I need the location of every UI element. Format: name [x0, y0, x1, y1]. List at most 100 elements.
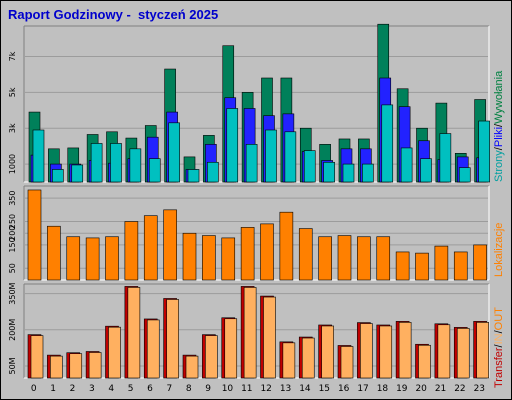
ytick-bottom-1: 200M	[8, 319, 17, 341]
bar-strony-15	[323, 161, 335, 183]
bar-transfer-in-0	[30, 335, 44, 379]
bar-lokalizacje-16	[337, 235, 352, 281]
label-sep-4: /	[493, 329, 505, 333]
bar-strony-3	[90, 143, 103, 183]
bar-transfer-in-9	[205, 335, 218, 379]
ytick-bottom-2: 350M	[8, 282, 17, 304]
bar-transfer-in-2	[69, 353, 83, 379]
bar-transfer-in-22	[456, 328, 470, 379]
bar-strony-2	[71, 164, 84, 183]
xtick-11: 11	[241, 384, 252, 394]
bar-transfer-in-16	[340, 346, 354, 379]
bar-strony-6	[148, 158, 161, 183]
bar-transfer-in-6	[146, 319, 160, 379]
bar-transfer-in-23	[476, 322, 489, 379]
xtick-15: 15	[319, 384, 330, 394]
xtick-22: 22	[454, 384, 465, 394]
bar-strony-8	[187, 169, 200, 183]
label-out: OUT	[493, 307, 505, 331]
chart-marks	[27, 23, 490, 379]
bar-strony-18	[381, 104, 394, 183]
bar-strony-19	[400, 147, 413, 183]
bar-strony-1	[52, 169, 64, 183]
xtick-19: 19	[396, 384, 408, 394]
bar-lokalizacje-15	[318, 236, 332, 281]
label-sep-1: /	[493, 146, 505, 150]
xtick-1: 1	[50, 384, 56, 394]
bar-transfer-in-3	[88, 352, 102, 379]
bar-strony-10	[226, 108, 239, 183]
label-in: IN	[493, 333, 505, 344]
xtick-23: 23	[474, 384, 485, 394]
side-label-middle: Lokalizacje	[493, 223, 505, 277]
bar-strony-9	[207, 161, 219, 183]
xtick-10: 10	[222, 384, 234, 394]
xtick-20: 20	[415, 384, 427, 394]
bar-strony-7	[168, 122, 180, 183]
bar-strony-20	[420, 158, 432, 183]
bar-transfer-in-15	[321, 325, 334, 379]
bar-lokalizacje-1	[47, 225, 61, 281]
label-wywolania: Wywołania	[493, 70, 505, 124]
bar-strony-13	[284, 131, 297, 183]
xtick-3: 3	[89, 384, 95, 394]
bar-lokalizacje-14	[298, 228, 313, 281]
ytick-middle-4: 350	[8, 191, 17, 206]
xtick-4: 4	[108, 384, 114, 394]
bar-transfer-in-11	[243, 287, 257, 379]
xtick-13: 13	[280, 384, 291, 394]
xtick-8: 8	[186, 384, 192, 394]
xtick-7: 7	[166, 384, 172, 394]
xtick-2: 2	[70, 384, 76, 394]
bar-lokalizacje-23	[473, 244, 487, 281]
label-pliki: Pliki	[493, 127, 505, 147]
bar-lokalizacje-7	[163, 209, 177, 281]
xtick-5: 5	[128, 384, 134, 394]
bar-transfer-in-13	[282, 342, 296, 379]
ytick-top-0: 1000	[8, 154, 17, 174]
bar-strony-5	[129, 148, 142, 183]
bar-lokalizacje-2	[66, 236, 81, 281]
bar-strony-22	[458, 167, 471, 183]
ytick-bottom-0: 50M	[8, 357, 17, 374]
side-label-bottom: Transfer/IN/OUT	[493, 307, 505, 388]
bar-strony-14	[303, 150, 316, 183]
bar-transfer-in-14	[301, 337, 315, 379]
bar-lokalizacje-6	[143, 215, 158, 281]
label-sep-2: /	[493, 123, 505, 127]
xtick-12: 12	[260, 384, 271, 394]
bar-strony-23	[478, 120, 490, 183]
bar-lokalizacje-20	[415, 252, 429, 281]
bar-transfer-in-18	[379, 325, 393, 379]
xtick-17: 17	[357, 384, 368, 394]
bar-transfer-in-8	[185, 355, 199, 379]
bar-strony-16	[342, 163, 355, 183]
bar-lokalizacje-8	[182, 232, 197, 281]
bar-lokalizacje-18	[376, 236, 391, 281]
bar-transfer-in-12	[263, 296, 276, 379]
xtick-6: 6	[147, 384, 153, 394]
bar-strony-17	[362, 163, 374, 183]
side-label-top: Strony/Pliki/Wywołania	[493, 70, 505, 182]
bar-transfer-in-7	[166, 299, 179, 379]
bar-strony-4	[110, 143, 122, 183]
panel-bottom-background	[24, 284, 489, 378]
ytick-middle-2: 200	[8, 226, 17, 241]
ytick-top-2: 5k	[8, 87, 17, 97]
x-axis-ticks: 0 1 2 3 4 5 6 7 8 9 10 11 12 13 14 15 16 17 18 19 20 21 22 23	[31, 384, 485, 394]
xtick-18: 18	[377, 384, 389, 394]
bar-strony-21	[439, 133, 452, 183]
bar-lokalizacje-5	[124, 221, 139, 281]
bar-lokalizacje-11	[240, 227, 255, 281]
bar-strony-12	[265, 129, 277, 183]
ytick-middle-0: 50	[8, 263, 17, 273]
ytick-top-1: 3k	[8, 123, 17, 133]
bar-transfer-in-1	[50, 355, 63, 379]
xtick-16: 16	[338, 384, 350, 394]
bar-transfer-in-20	[418, 344, 431, 379]
ytick-middle-3: 250	[8, 214, 17, 229]
ytick-middle-1: 150	[8, 237, 17, 252]
xtick-14: 14	[299, 384, 311, 394]
bar-transfer-in-19	[398, 322, 412, 379]
